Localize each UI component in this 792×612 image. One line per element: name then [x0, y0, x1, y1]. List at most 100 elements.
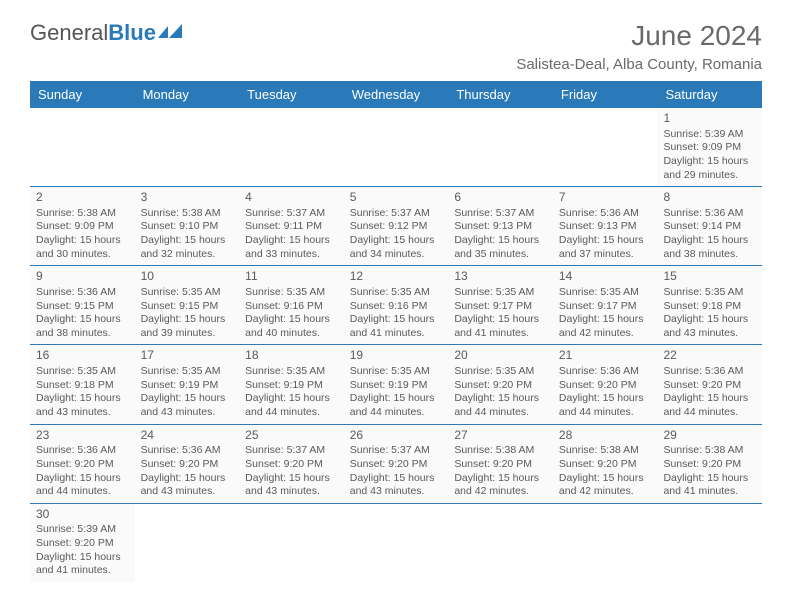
day-number: 16 — [36, 348, 129, 364]
calendar-body: 1Sunrise: 5:39 AMSunset: 9:09 PMDaylight… — [30, 108, 762, 582]
day-detail-line: Daylight: 15 hours — [350, 392, 443, 406]
day-detail-line: Sunset: 9:16 PM — [350, 300, 443, 314]
calendar-cell-empty — [344, 504, 449, 582]
day-detail-line: Sunset: 9:20 PM — [454, 458, 547, 472]
calendar: Sunday Monday Tuesday Wednesday Thursday… — [30, 81, 762, 582]
logo-text-2: Blue — [108, 20, 156, 46]
day-detail-line: Daylight: 15 hours — [141, 313, 234, 327]
calendar-cell: 3Sunrise: 5:38 AMSunset: 9:10 PMDaylight… — [135, 187, 240, 265]
day-number: 23 — [36, 428, 129, 444]
calendar-cell: 29Sunrise: 5:38 AMSunset: 9:20 PMDayligh… — [657, 425, 762, 503]
day-number: 28 — [559, 428, 652, 444]
calendar-cell-empty — [553, 504, 658, 582]
day-detail-line: Sunrise: 5:39 AM — [36, 523, 129, 537]
day-detail-line: and 44 minutes. — [559, 406, 652, 420]
day-detail-line: Daylight: 15 hours — [350, 234, 443, 248]
day-detail-line: Sunrise: 5:38 AM — [36, 207, 129, 221]
day-detail-line: Sunrise: 5:37 AM — [350, 207, 443, 221]
day-detail-line: Sunset: 9:17 PM — [454, 300, 547, 314]
day-detail-line: and 43 minutes. — [141, 406, 234, 420]
day-detail-line: Sunset: 9:20 PM — [350, 458, 443, 472]
day-detail-line: Daylight: 15 hours — [559, 392, 652, 406]
day-number: 22 — [663, 348, 756, 364]
calendar-cell-empty — [448, 504, 553, 582]
day-detail-line: Sunset: 9:20 PM — [141, 458, 234, 472]
day-detail-line: Sunrise: 5:35 AM — [663, 286, 756, 300]
day-detail-line: Sunset: 9:12 PM — [350, 220, 443, 234]
calendar-cell: 21Sunrise: 5:36 AMSunset: 9:20 PMDayligh… — [553, 345, 658, 423]
day-detail-line: and 43 minutes. — [663, 327, 756, 341]
day-detail-line: Daylight: 15 hours — [36, 234, 129, 248]
day-detail-line: Daylight: 15 hours — [663, 155, 756, 169]
calendar-cell: 6Sunrise: 5:37 AMSunset: 9:13 PMDaylight… — [448, 187, 553, 265]
day-number: 13 — [454, 269, 547, 285]
day-detail-line: Sunrise: 5:38 AM — [663, 444, 756, 458]
day-detail-line: Daylight: 15 hours — [245, 313, 338, 327]
day-detail-line: Daylight: 15 hours — [663, 313, 756, 327]
day-detail-line: and 43 minutes. — [245, 485, 338, 499]
day-detail-line: and 39 minutes. — [141, 327, 234, 341]
day-detail-line: Sunrise: 5:36 AM — [559, 365, 652, 379]
day-number: 24 — [141, 428, 234, 444]
calendar-cell: 30Sunrise: 5:39 AMSunset: 9:20 PMDayligh… — [30, 504, 135, 582]
day-number: 20 — [454, 348, 547, 364]
day-detail-line: Daylight: 15 hours — [663, 234, 756, 248]
day-detail-line: Daylight: 15 hours — [454, 472, 547, 486]
title-block: June 2024 Salistea-Deal, Alba County, Ro… — [516, 20, 762, 73]
calendar-cell: 25Sunrise: 5:37 AMSunset: 9:20 PMDayligh… — [239, 425, 344, 503]
day-detail-line: and 40 minutes. — [245, 327, 338, 341]
calendar-cell: 4Sunrise: 5:37 AMSunset: 9:11 PMDaylight… — [239, 187, 344, 265]
calendar-week-row: 30Sunrise: 5:39 AMSunset: 9:20 PMDayligh… — [30, 504, 762, 582]
day-detail-line: and 44 minutes. — [350, 406, 443, 420]
day-header: Tuesday — [239, 81, 344, 108]
day-detail-line: Sunset: 9:13 PM — [559, 220, 652, 234]
day-number: 1 — [663, 111, 756, 127]
calendar-cell: 9Sunrise: 5:36 AMSunset: 9:15 PMDaylight… — [30, 266, 135, 344]
day-detail-line: Sunrise: 5:37 AM — [454, 207, 547, 221]
day-detail-line: Sunset: 9:11 PM — [245, 220, 338, 234]
calendar-week-row: 16Sunrise: 5:35 AMSunset: 9:18 PMDayligh… — [30, 345, 762, 424]
day-number: 26 — [350, 428, 443, 444]
calendar-cell: 22Sunrise: 5:36 AMSunset: 9:20 PMDayligh… — [657, 345, 762, 423]
day-number: 5 — [350, 190, 443, 206]
day-header: Wednesday — [344, 81, 449, 108]
calendar-week-row: 1Sunrise: 5:39 AMSunset: 9:09 PMDaylight… — [30, 108, 762, 187]
calendar-cell: 1Sunrise: 5:39 AMSunset: 9:09 PMDaylight… — [657, 108, 762, 186]
day-detail-line: Sunrise: 5:35 AM — [350, 286, 443, 300]
day-detail-line: Sunset: 9:18 PM — [663, 300, 756, 314]
day-detail-line: Sunset: 9:15 PM — [36, 300, 129, 314]
logo-text-1: General — [30, 20, 108, 46]
day-detail-line: Daylight: 15 hours — [559, 313, 652, 327]
day-detail-line: and 38 minutes. — [36, 327, 129, 341]
calendar-cell: 19Sunrise: 5:35 AMSunset: 9:19 PMDayligh… — [344, 345, 449, 423]
day-detail-line: and 44 minutes. — [36, 485, 129, 499]
day-number: 6 — [454, 190, 547, 206]
day-detail-line: Sunset: 9:09 PM — [36, 220, 129, 234]
calendar-cell-empty — [135, 108, 240, 186]
day-detail-line: Sunset: 9:20 PM — [663, 379, 756, 393]
day-detail-line: Daylight: 15 hours — [36, 472, 129, 486]
day-detail-line: Daylight: 15 hours — [141, 472, 234, 486]
calendar-cell: 2Sunrise: 5:38 AMSunset: 9:09 PMDaylight… — [30, 187, 135, 265]
day-detail-line: and 30 minutes. — [36, 248, 129, 262]
day-number: 17 — [141, 348, 234, 364]
day-number: 21 — [559, 348, 652, 364]
day-detail-line: Daylight: 15 hours — [559, 234, 652, 248]
day-detail-line: Sunrise: 5:35 AM — [454, 286, 547, 300]
day-detail-line: Daylight: 15 hours — [36, 313, 129, 327]
day-detail-line: Sunrise: 5:35 AM — [559, 286, 652, 300]
day-detail-line: Daylight: 15 hours — [36, 392, 129, 406]
logo: GeneralBlue — [30, 20, 184, 46]
calendar-cell: 13Sunrise: 5:35 AMSunset: 9:17 PMDayligh… — [448, 266, 553, 344]
day-detail-line: Sunrise: 5:35 AM — [454, 365, 547, 379]
calendar-cell: 18Sunrise: 5:35 AMSunset: 9:19 PMDayligh… — [239, 345, 344, 423]
day-detail-line: and 32 minutes. — [141, 248, 234, 262]
day-detail-line: Sunset: 9:20 PM — [36, 458, 129, 472]
calendar-cell: 16Sunrise: 5:35 AMSunset: 9:18 PMDayligh… — [30, 345, 135, 423]
day-detail-line: and 43 minutes. — [350, 485, 443, 499]
calendar-cell-empty — [239, 108, 344, 186]
day-number: 4 — [245, 190, 338, 206]
calendar-cell-empty — [30, 108, 135, 186]
day-detail-line: Sunrise: 5:38 AM — [141, 207, 234, 221]
day-number: 2 — [36, 190, 129, 206]
